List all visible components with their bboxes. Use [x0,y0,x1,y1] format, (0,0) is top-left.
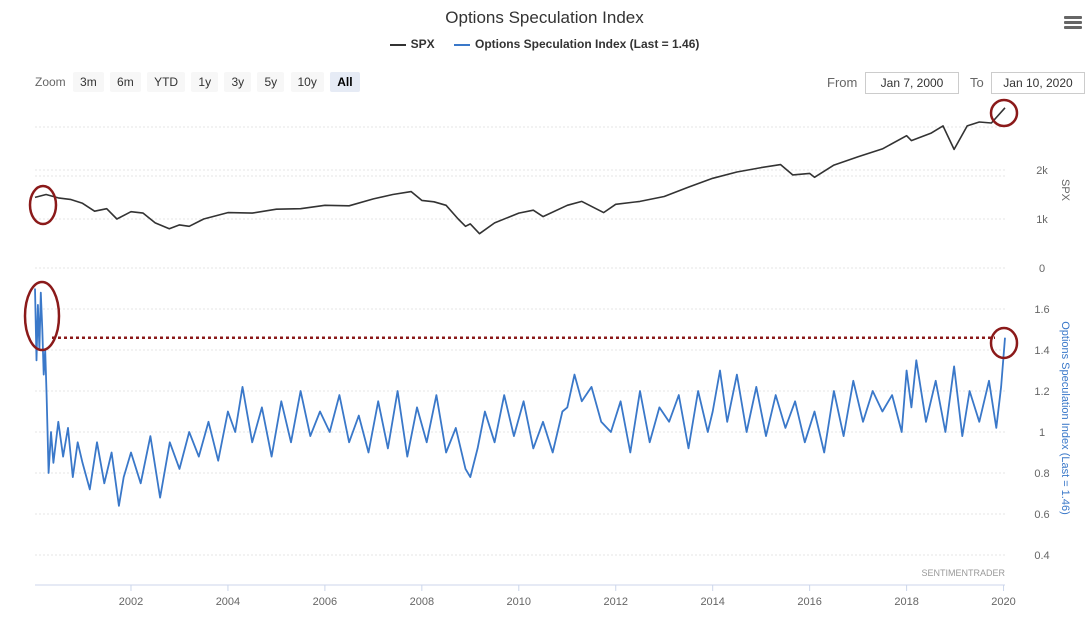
spx-panel: 0 1k 2k SPX [28,98,1071,275]
osi-panel: 0.4 0.6 0.8 1 1.2 1.4 1.6 Options Speculation I… [23,280,1071,562]
zoom-ytd-button[interactable]: YTD [147,72,186,92]
highlight-circle-end [989,326,1019,360]
from-date-input[interactable]: Jan 7, 2000 [865,72,959,94]
y-tick-label: 1 [1039,427,1045,439]
y-tick-label: 0.6 [1034,509,1049,521]
x-tick-label: 2002 [119,596,143,608]
y-tick-label: 1k [1036,214,1048,226]
zoom-all-button[interactable]: All [330,72,360,92]
y-tick-label: 1.6 [1034,304,1049,316]
legend-item-osi[interactable]: Options Speculation Index (Last = 1.46) [453,37,700,51]
y-tick-label: 1.2 [1034,386,1049,398]
highlight-circle-start [28,184,58,226]
x-tick-label: 2012 [603,596,627,608]
osi-line [34,288,1006,507]
legend: SPX Options Speculation Index (Last = 1.… [0,37,1089,51]
x-tick-label: 2018 [894,596,918,608]
zoom-5y-button[interactable]: 5y [257,72,285,92]
zoom-1y-button[interactable]: 1y [191,72,219,92]
x-axis: 2002 2004 2006 2008 2010 2012 2014 2016 2018 2020 [35,584,1016,608]
zoom-controls: Zoom 3m 6m YTD 1y 3y 5y 10y All [35,72,363,92]
legend-swatch-spx [389,43,406,46]
zoom-3m-button[interactable]: 3m [73,72,104,92]
highlight-circle-start [23,280,61,352]
legend-swatch-osi [453,43,470,46]
x-tick-label: 2010 [507,596,531,608]
hamburger-menu-icon[interactable] [1064,16,1082,30]
zoom-6m-button[interactable]: 6m [110,72,141,92]
spx-axis-title: SPX [1059,179,1071,202]
y-tick-label: 0 [1039,263,1045,275]
y-tick-label: 2k [1036,165,1048,177]
to-label: To [970,75,984,90]
zoom-label: Zoom [35,75,66,89]
legend-label-spx: SPX [410,37,435,51]
legend-item-spx[interactable]: SPX [389,37,435,51]
to-date-input[interactable]: Jan 10, 2020 [991,72,1085,94]
legend-label-osi: Options Speculation Index (Last = 1.46) [474,37,700,51]
x-tick-label: 2016 [797,596,821,608]
zoom-10y-button[interactable]: 10y [290,72,324,92]
osi-axis-title: Options Speculation Index (Last = 1.46) [1059,321,1071,515]
from-label: From [827,75,858,90]
x-tick-label: 2008 [410,596,434,608]
y-tick-label: 0.8 [1034,468,1049,480]
credit-text: SENTIMENTRADER [921,568,1005,578]
spx-line [34,107,1006,235]
y-tick-label: 1.4 [1034,345,1049,357]
x-tick-label: 2004 [216,596,240,608]
highlight-circle-end [989,98,1019,128]
x-tick-label: 2014 [700,596,724,608]
y-tick-label: 0.4 [1034,550,1049,562]
x-tick-label: 2020 [991,596,1015,608]
x-tick-label: 2006 [313,596,337,608]
zoom-3y-button[interactable]: 3y [224,72,252,92]
chart-title: Options Speculation Index [445,8,644,27]
